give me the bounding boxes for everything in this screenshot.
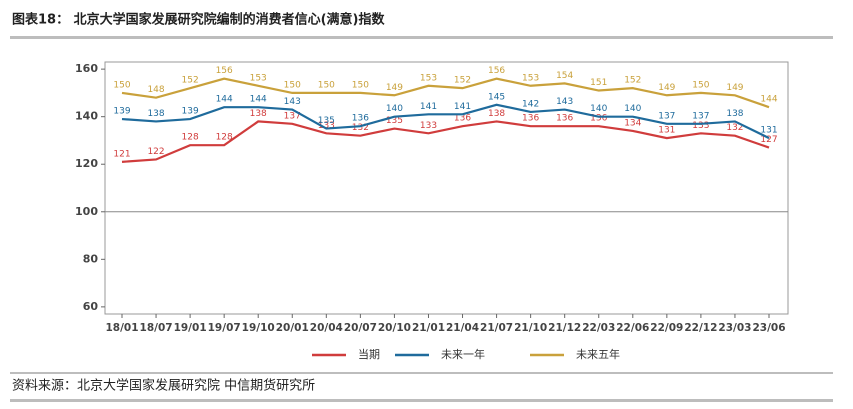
data-label: 132 <box>726 123 743 133</box>
x-tick-label: 19/07 <box>208 322 241 334</box>
data-label: 139 <box>113 107 130 117</box>
data-label: 149 <box>726 83 743 93</box>
data-label: 149 <box>386 83 403 93</box>
plot-frame <box>104 61 789 315</box>
y-tick-label: 160 <box>75 62 98 75</box>
x-tick-label: 19/10 <box>242 322 275 334</box>
data-label: 137 <box>658 111 675 121</box>
data-label: 140 <box>386 104 403 114</box>
data-label: 131 <box>760 126 777 136</box>
y-tick-label: 100 <box>75 205 98 218</box>
data-label: 141 <box>420 102 437 112</box>
y-tick-label: 120 <box>75 157 98 170</box>
data-label: 140 <box>624 104 641 114</box>
data-label: 133 <box>692 121 709 131</box>
data-label: 152 <box>454 76 471 86</box>
data-label: 154 <box>556 71 573 81</box>
data-label: 151 <box>590 78 607 88</box>
legend-label: 未来五年 <box>576 347 620 361</box>
data-label: 144 <box>216 95 233 105</box>
footer-rule <box>10 399 833 402</box>
data-label: 150 <box>284 80 301 90</box>
x-tick-label: 20/04 <box>310 322 343 334</box>
data-label: 136 <box>556 114 573 124</box>
y-tick-label: 80 <box>83 252 99 265</box>
data-label: 150 <box>113 80 130 90</box>
data-label: 143 <box>284 97 301 107</box>
y-tick-label: 140 <box>75 110 98 123</box>
data-label: 153 <box>420 73 437 83</box>
data-label: 135 <box>386 116 403 126</box>
data-label: 144 <box>760 95 777 105</box>
data-label: 127 <box>760 135 777 145</box>
data-label: 136 <box>454 114 471 124</box>
data-label: 131 <box>658 126 675 136</box>
data-label: 153 <box>522 73 539 83</box>
data-label: 141 <box>454 102 471 112</box>
data-label: 150 <box>318 80 335 90</box>
x-tick-label: 23/03 <box>718 322 751 334</box>
data-label: 133 <box>318 121 335 131</box>
x-tick-label: 21/07 <box>480 322 513 334</box>
data-label: 138 <box>147 109 164 119</box>
data-label: 150 <box>352 80 369 90</box>
data-label: 150 <box>692 80 709 90</box>
x-tick-label: 19/01 <box>174 322 207 334</box>
x-tick-label: 20/07 <box>344 322 377 334</box>
data-label: 145 <box>488 92 505 102</box>
data-label: 133 <box>420 121 437 131</box>
x-tick-label: 21/12 <box>548 322 581 334</box>
data-label: 152 <box>182 76 199 86</box>
series-line <box>121 120 770 163</box>
x-tick-label: 23/06 <box>752 322 785 334</box>
data-label: 139 <box>182 107 199 117</box>
data-label: 137 <box>284 111 301 121</box>
data-label: 138 <box>726 109 743 119</box>
data-label: 144 <box>250 95 267 105</box>
data-label: 128 <box>182 133 199 143</box>
x-tick-label: 22/06 <box>616 322 649 334</box>
y-tick-label: 60 <box>83 300 99 313</box>
data-label: 152 <box>624 76 641 86</box>
data-label: 121 <box>113 149 130 159</box>
data-label: 142 <box>522 99 539 109</box>
data-label: 153 <box>250 73 267 83</box>
x-tick-label: 21/04 <box>446 322 479 334</box>
x-tick-label: 22/03 <box>582 322 615 334</box>
data-label: 134 <box>624 118 641 128</box>
data-label: 136 <box>522 114 539 124</box>
data-label: 128 <box>216 133 233 143</box>
x-tick-label: 22/12 <box>684 322 717 334</box>
data-label: 138 <box>250 109 267 119</box>
data-label: 136 <box>590 114 607 124</box>
data-label: 148 <box>147 85 164 95</box>
data-label: 137 <box>692 111 709 121</box>
x-tick-label: 18/01 <box>105 322 138 334</box>
data-label: 149 <box>658 83 675 93</box>
legend-label: 未来一年 <box>441 347 485 361</box>
data-label: 156 <box>488 66 505 76</box>
x-tick-label: 20/01 <box>276 322 309 334</box>
x-tick-label: 22/09 <box>650 322 683 334</box>
chart-title: 图表18： 北京大学国家发展研究院编制的消费者信心(满意)指数 <box>12 12 385 28</box>
data-label: 132 <box>352 123 369 133</box>
legend-label: 当期 <box>358 347 380 361</box>
data-label: 138 <box>488 109 505 119</box>
x-tick-label: 18/07 <box>140 322 173 334</box>
x-tick-label: 20/10 <box>378 322 411 334</box>
data-label: 135 <box>318 116 335 126</box>
x-tick-label: 21/10 <box>514 322 547 334</box>
data-label: 143 <box>556 97 573 107</box>
series-line <box>121 77 770 109</box>
header-rule <box>10 36 833 39</box>
data-label: 140 <box>590 104 607 114</box>
footer-rule <box>10 372 833 374</box>
series-line <box>121 103 770 140</box>
data-label: 136 <box>352 114 369 124</box>
data-label: 122 <box>147 147 164 157</box>
data-label: 156 <box>216 66 233 76</box>
source-note: 资料来源：北京大学国家发展研究院 中信期货研究所 <box>12 378 315 394</box>
x-tick-label: 21/01 <box>412 322 445 334</box>
